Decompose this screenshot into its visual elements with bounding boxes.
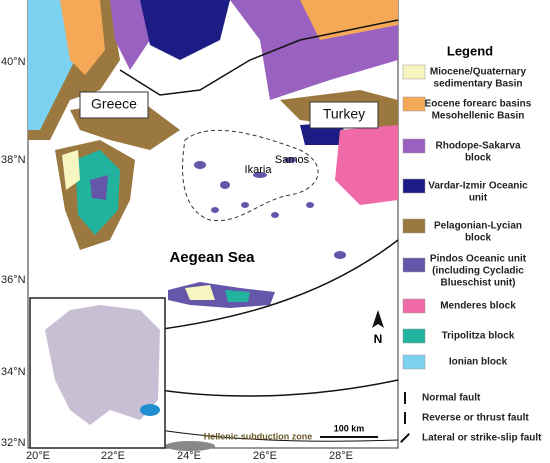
island bbox=[284, 157, 296, 163]
coordinate-labels: 40°N 38°N 36°N 34°N 32°N20°E 22°E 24°E 26°E 28°E bbox=[1, 56, 353, 462]
label-box bbox=[309, 101, 379, 129]
fault-symbol bbox=[400, 433, 410, 443]
cyclades bbox=[194, 157, 346, 259]
lon-label: 28°E bbox=[329, 450, 353, 462]
island bbox=[306, 202, 314, 208]
legend-swatch bbox=[402, 298, 426, 314]
legend-swatch bbox=[402, 96, 426, 112]
north-arrow bbox=[372, 310, 384, 328]
unit-ionian bbox=[28, 0, 75, 130]
fault-label: Lateral or strike-slip fault bbox=[422, 433, 542, 444]
legend-label: Pelagonian-Lycian bbox=[434, 221, 522, 232]
legend-label: Menderes block bbox=[440, 301, 516, 312]
island bbox=[253, 172, 267, 178]
lon-label: 20°E bbox=[26, 450, 50, 462]
legend-label: Mesohellenic Basin bbox=[432, 111, 525, 122]
fault bbox=[119, 19, 399, 96]
legend-label: Vardar-Izmir Oceanic bbox=[428, 181, 528, 192]
label-box bbox=[79, 91, 149, 119]
legend-swatch bbox=[402, 328, 426, 344]
unit-vardar-n bbox=[140, 0, 230, 60]
island bbox=[271, 212, 279, 218]
unit-crete-tripolitza bbox=[225, 290, 250, 302]
legend-swatch bbox=[402, 138, 426, 154]
scale-label: 100 km bbox=[334, 423, 365, 433]
place-label: Turkey bbox=[323, 106, 365, 122]
island bbox=[194, 161, 206, 169]
fault bbox=[154, 239, 399, 331]
lon-label: 24°E bbox=[177, 450, 201, 462]
legend-label: Miocene/Quaternary bbox=[430, 67, 527, 78]
legend-label: Blueschist unit) bbox=[440, 278, 515, 289]
place-label: Greece bbox=[91, 96, 137, 112]
island bbox=[241, 202, 249, 208]
unit-crete-basin bbox=[185, 285, 215, 300]
north-label: N bbox=[374, 332, 383, 346]
place-label: Ikaria bbox=[245, 164, 273, 176]
legend-swatch bbox=[402, 218, 426, 234]
place-label: Samos bbox=[275, 154, 310, 166]
unit-miocene bbox=[62, 150, 80, 190]
legend-swatch bbox=[402, 178, 426, 194]
place-label: Aegean Sea bbox=[169, 249, 255, 266]
legend-label: Pindos Oceanic unit bbox=[430, 254, 527, 265]
lat-label: 34°N bbox=[1, 366, 26, 378]
fault-label: Reverse or thrust fault bbox=[422, 413, 529, 424]
unit-pindos-pelop bbox=[90, 175, 108, 200]
legend-label: Ionian block bbox=[449, 357, 508, 368]
unit-menderes bbox=[335, 125, 398, 205]
legend-label: (including Cycladic bbox=[432, 266, 524, 277]
unit-eocene-e bbox=[300, 0, 398, 40]
africa-edge bbox=[165, 441, 215, 451]
inset-europe bbox=[45, 305, 160, 425]
island bbox=[211, 207, 219, 213]
legend-label: Rhodope-Sakarva bbox=[435, 141, 520, 152]
lat-label: 36°N bbox=[1, 274, 26, 286]
unit-eocene bbox=[60, 0, 105, 75]
legend-title: Legend bbox=[447, 43, 493, 58]
island bbox=[220, 181, 230, 189]
fault bbox=[159, 429, 399, 442]
lat-label: 40°N bbox=[1, 56, 26, 68]
legend-swatch bbox=[402, 257, 426, 273]
legend-swatch bbox=[402, 64, 426, 80]
legend-swatch bbox=[402, 354, 426, 370]
lat-label: 32°N bbox=[1, 437, 26, 449]
lon-label: 22°E bbox=[101, 450, 125, 462]
legend-label: Eocene forearc basins bbox=[425, 99, 532, 110]
legend-label: sedimentary Basin bbox=[434, 79, 523, 90]
place-label: Hellenic subduction zone bbox=[204, 431, 313, 441]
map-area: 100 km N Greece Turkey Ikaria Samos Aege… bbox=[27, 0, 399, 451]
legend-label: block bbox=[465, 153, 492, 164]
legend-label: Tripolitza block bbox=[442, 331, 515, 342]
island bbox=[334, 251, 346, 259]
legend-label: block bbox=[465, 233, 492, 244]
lat-label: 38°N bbox=[1, 154, 26, 166]
legend-label: unit bbox=[469, 193, 488, 204]
inset-highlight bbox=[140, 404, 160, 416]
dashed-outline bbox=[182, 129, 319, 222]
lon-label: 26°E bbox=[253, 450, 277, 462]
fault-label: Normal fault bbox=[422, 393, 481, 404]
